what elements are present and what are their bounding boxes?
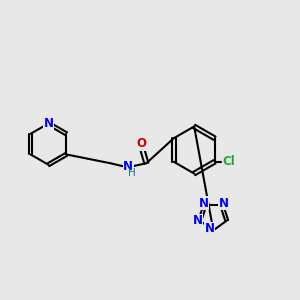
Text: N: N xyxy=(123,160,133,173)
Text: N: N xyxy=(44,117,53,130)
Text: N: N xyxy=(193,214,202,227)
Text: O: O xyxy=(136,137,146,150)
Text: N: N xyxy=(199,197,208,210)
Text: N: N xyxy=(205,222,215,236)
Text: N: N xyxy=(219,197,229,210)
Text: H: H xyxy=(128,168,136,178)
Text: Cl: Cl xyxy=(223,155,236,168)
